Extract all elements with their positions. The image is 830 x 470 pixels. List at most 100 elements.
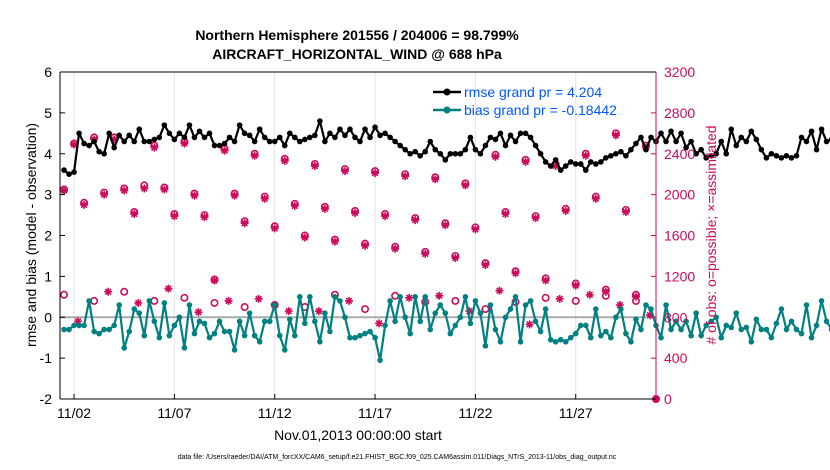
x-tick-label: 11/22 bbox=[458, 405, 492, 421]
obs-assimilated-marker bbox=[591, 194, 600, 203]
bias-point bbox=[377, 357, 383, 363]
bias-point bbox=[347, 334, 353, 341]
bias-point bbox=[497, 338, 504, 345]
rmse-point bbox=[658, 130, 664, 137]
y-axis-label-left: rmse and bias (model - observation) bbox=[23, 123, 39, 347]
rmse-point bbox=[427, 138, 434, 145]
bias-point bbox=[798, 330, 805, 337]
rmse-point bbox=[638, 134, 644, 141]
obs-assimilated-marker bbox=[461, 181, 470, 190]
obs-assimilated-marker bbox=[220, 146, 229, 155]
rmse-point bbox=[517, 130, 524, 137]
rmse-point bbox=[131, 138, 138, 145]
bias-point bbox=[327, 328, 333, 335]
bias-point bbox=[86, 298, 92, 304]
rmse-point bbox=[201, 134, 208, 141]
rmse-point bbox=[788, 155, 795, 161]
obs-assimilated-marker bbox=[521, 157, 530, 166]
rmse-point bbox=[748, 128, 755, 135]
y-left-tick-label: 0 bbox=[44, 309, 52, 325]
rmse-point bbox=[271, 138, 278, 145]
obs-assimilated-marker bbox=[310, 162, 319, 171]
obs-assimilated-marker bbox=[190, 191, 199, 200]
rmse-point bbox=[362, 126, 368, 133]
rmse-point bbox=[432, 146, 439, 153]
rmse-point bbox=[281, 142, 288, 149]
rmse-point bbox=[377, 132, 383, 139]
rmse-point bbox=[552, 157, 559, 163]
obs-assimilated-marker bbox=[525, 320, 534, 329]
bias-point bbox=[718, 334, 725, 341]
rmse-point bbox=[457, 150, 464, 157]
rmse-point bbox=[733, 142, 740, 149]
rmse-point bbox=[176, 130, 183, 137]
obs-assimilated-marker bbox=[280, 156, 289, 165]
rmse-point bbox=[352, 134, 358, 141]
rmse-point bbox=[608, 152, 614, 159]
bias-point bbox=[803, 302, 810, 308]
obs-possible-marker bbox=[631, 296, 640, 305]
rmse-point bbox=[417, 152, 424, 159]
rmse-point bbox=[668, 128, 674, 135]
bias-point bbox=[557, 336, 564, 343]
bias-point bbox=[552, 338, 559, 345]
bias-point bbox=[407, 330, 413, 337]
bias-point bbox=[723, 322, 730, 329]
obs-assimilated-marker bbox=[611, 131, 620, 140]
bias-point bbox=[231, 347, 238, 353]
obs-assimilated-marker bbox=[60, 186, 69, 195]
bias-point bbox=[678, 326, 684, 333]
legend-bias-marker bbox=[443, 106, 451, 114]
bias-point bbox=[507, 306, 514, 312]
bias-point bbox=[648, 306, 654, 312]
obs-possible-marker bbox=[180, 293, 189, 302]
y-axis-label-right: # of obs: o=possible; ×=assimilated bbox=[703, 125, 719, 344]
rmse-point bbox=[688, 138, 694, 145]
rmse-point bbox=[673, 138, 679, 145]
y-left-tick-label: 3 bbox=[44, 187, 52, 203]
obs-assimilated-marker bbox=[375, 319, 384, 328]
rmse-point bbox=[567, 159, 574, 165]
obs-assimilated-marker bbox=[300, 233, 309, 242]
obs-assimilated-marker bbox=[230, 191, 239, 200]
bias-point bbox=[527, 298, 534, 304]
rmse-point bbox=[196, 128, 203, 135]
rmse-point bbox=[347, 126, 353, 133]
bias-point bbox=[291, 332, 298, 339]
obs-assimilated-marker bbox=[541, 276, 550, 285]
obs-assimilated-marker bbox=[381, 212, 390, 221]
obs-possible-marker bbox=[601, 291, 610, 300]
bias-point bbox=[482, 343, 489, 349]
rmse-point bbox=[628, 146, 634, 153]
bias-point bbox=[161, 300, 168, 306]
rmse-point bbox=[562, 163, 569, 169]
bias-point bbox=[76, 322, 82, 329]
bias-point bbox=[206, 334, 213, 341]
bias-point bbox=[748, 338, 755, 345]
bias-point bbox=[808, 334, 815, 341]
bias-point bbox=[708, 318, 714, 325]
rmse-point bbox=[181, 134, 188, 141]
obs-assimilated-marker bbox=[110, 135, 119, 144]
bias-point bbox=[462, 294, 469, 300]
bias-point bbox=[302, 320, 308, 327]
rmse-point bbox=[171, 136, 178, 143]
obs-possible-marker bbox=[541, 293, 550, 302]
bias-point bbox=[61, 326, 67, 333]
bias-point bbox=[382, 322, 388, 329]
bias-point bbox=[783, 326, 790, 333]
rmse-point bbox=[497, 130, 504, 137]
rmse-point bbox=[783, 152, 790, 159]
bias-point bbox=[613, 314, 619, 321]
obs-possible-marker bbox=[240, 303, 249, 312]
bias-point bbox=[763, 326, 770, 333]
bias-point bbox=[668, 326, 674, 333]
bias-point bbox=[246, 310, 253, 316]
bias-point bbox=[181, 345, 188, 351]
bias-point bbox=[261, 318, 268, 325]
obs-assimilated-marker bbox=[511, 269, 520, 278]
x-tick-label: 11/12 bbox=[258, 405, 292, 421]
rmse-point bbox=[297, 138, 303, 145]
obs-assimilated-marker bbox=[501, 210, 510, 219]
